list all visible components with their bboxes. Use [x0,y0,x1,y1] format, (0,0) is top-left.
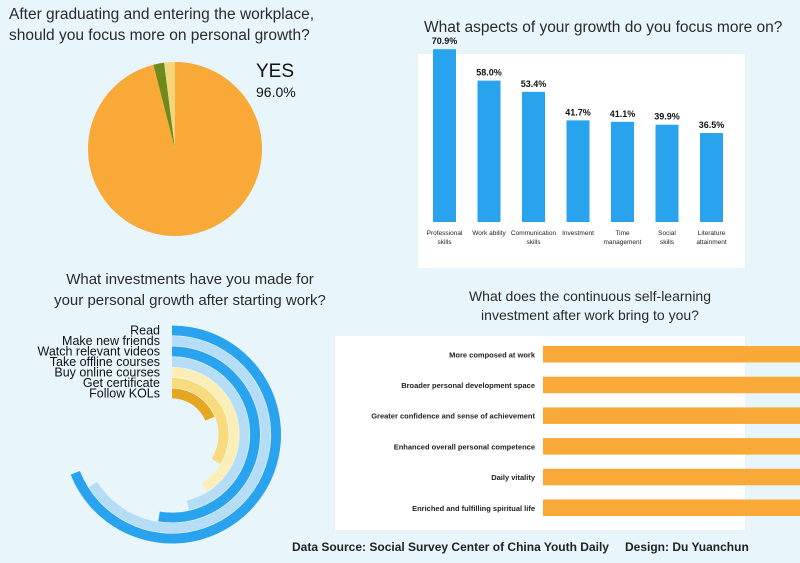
growth-category-label-0-0: Professional [427,230,463,237]
designer-credit: Design: Du Yuanchun [625,540,749,554]
investment-label-0: Read [130,324,160,338]
investment-ring-4 [172,367,240,492]
pie-slice-dark [153,62,175,149]
growth-value-label-0: 70.9% [432,36,458,46]
growth-value-label-3: 41.7% [565,107,591,117]
benefit-bar-4 [543,468,800,486]
benefit-category-label-0: More composed at work [449,350,536,359]
growth-category-label-5-1: skills [660,239,675,246]
growth-bar-6 [700,133,723,222]
pie-yes-label: YES [256,61,294,82]
investment-label-1: Make new friends [62,334,160,348]
growth-aspects-panel: What aspects of your growth do you focus… [400,0,800,270]
growth-value-label-1: 58.0% [476,68,502,78]
pie-title: After graduating and entering the workpl… [9,6,315,44]
investments-title: What investments have you made for your … [54,271,326,309]
growth-category-label-2-1: skills [526,239,541,246]
growth-category-label-3-0: Investment [562,230,594,237]
pie-slice-light [164,62,175,149]
benefits-title: What does the continuous self-learning i… [468,288,712,323]
benefit-category-label-2: Greater confidence and sense of achievem… [371,412,535,421]
growth-value-label-2: 53.4% [521,79,547,89]
benefit-category-label-5: Enriched and fulfilling spiritual life [412,504,535,513]
growth-category-label-4-0: Time [615,230,630,237]
investment-label-2: Watch relevant videos [37,345,160,359]
investment-ring-3 [172,357,250,511]
growth-value-label-5: 39.9% [654,112,680,122]
investments-panel: What investments have you made for your … [0,260,400,563]
growth-aspects-chart: 70.9% Professional skills 58.0% Work ability… [427,36,727,246]
benefit-bar-1 [543,376,800,394]
investment-label-3: Take offline courses [50,355,160,369]
benefits-chart: More composed at work54.8%Broader person… [371,346,800,516]
growth-value-label-4: 41.1% [610,109,636,119]
benefit-category-label-3: Enhanced overall personal competence [394,442,535,451]
pie-yes-value: 96.0% [256,84,296,100]
growth-bar-3 [566,120,590,222]
growth-bar-4 [611,121,634,222]
benefit-category-label-4: Daily vitality [491,473,536,482]
growth-value-label-6: 36.5% [699,120,725,130]
investment-label-4: Buy online courses [54,366,160,380]
benefit-bar-5 [543,499,800,516]
growth-category-label-2-0: Communication [511,230,557,237]
pie-chart: YES 96.0% [88,61,296,237]
benefit-bar-0 [543,346,800,363]
investment-label-5: Get certificate [83,376,160,390]
investment-ring-5 [172,378,229,465]
growth-category-label-4-1: management [604,239,642,246]
investment-label-6: Follow KOLs [89,387,160,401]
growth-bar-5 [655,124,679,222]
growth-aspects-title: What aspects of your growth do you focus… [424,19,783,36]
benefit-bar-2 [543,407,800,424]
benefits-panel: What does the continuous self-learning i… [320,270,800,532]
growth-category-label-1-0: Work ability [472,230,506,237]
growth-category-label-5-0: Social [658,230,676,237]
growth-bar-0 [433,49,456,223]
growth-category-label-0-1: skills [437,239,452,246]
pie-panel: After graduating and entering the workpl… [0,0,400,260]
benefit-bar-3 [543,438,800,455]
growth-bar-2 [522,91,545,223]
investment-ring-6 [172,388,215,421]
pie-slice-yes [88,62,263,237]
benefits-card [335,336,745,530]
growth-category-label-6-0: Literature [698,230,726,237]
benefit-category-label-1: Broader personal development space [401,381,535,390]
growth-bar-1 [477,80,501,222]
data-source: Data Source: Social Survey Center of Chi… [292,540,609,554]
growth-category-label-6-1: attainment [696,239,727,246]
